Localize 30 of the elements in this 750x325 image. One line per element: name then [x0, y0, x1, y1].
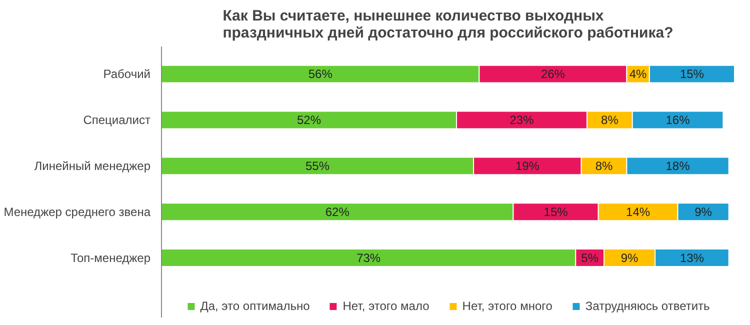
y-tick-label: Линейный менеджер — [34, 158, 151, 173]
data-label: 23% — [510, 112, 534, 127]
data-label: 13% — [680, 250, 704, 265]
data-label: 19% — [515, 158, 540, 173]
legend-label: Нет, этого мало — [342, 299, 430, 313]
legend-label: Нет, этого много — [462, 299, 552, 313]
data-label: 26% — [540, 67, 566, 82]
data-label: 73% — [356, 250, 381, 265]
data-label: 55% — [306, 158, 330, 173]
y-tick-label: Рабочий — [103, 67, 151, 82]
y-tick-label: Специалист — [83, 112, 152, 127]
data-label: 14% — [626, 204, 650, 219]
data-label: 4% — [629, 67, 648, 82]
y-tick-label: Менеджер среднего звена — [4, 204, 151, 219]
legend-label: Затрудняюсь ответить — [585, 299, 710, 313]
data-label: 5% — [581, 250, 599, 265]
data-label: 9% — [620, 250, 639, 265]
data-label: 16% — [666, 112, 690, 127]
data-label: 9% — [694, 204, 712, 219]
data-label: 15% — [544, 204, 568, 219]
data-label: 8% — [595, 158, 614, 173]
legend-label: Да, это оптимально — [200, 299, 310, 313]
data-label: 62% — [325, 204, 350, 219]
data-label: 8% — [601, 112, 619, 127]
data-label: 15% — [680, 67, 704, 82]
data-label: 18% — [666, 158, 690, 173]
chart-title: Как Вы считаете, нынешнее количество выходных праздничных дней достаточно для российского работника? — [222, 8, 674, 42]
data-label: 52% — [296, 112, 322, 127]
y-tick-label: Топ-менеджер — [70, 250, 151, 265]
data-label: 56% — [308, 67, 333, 82]
